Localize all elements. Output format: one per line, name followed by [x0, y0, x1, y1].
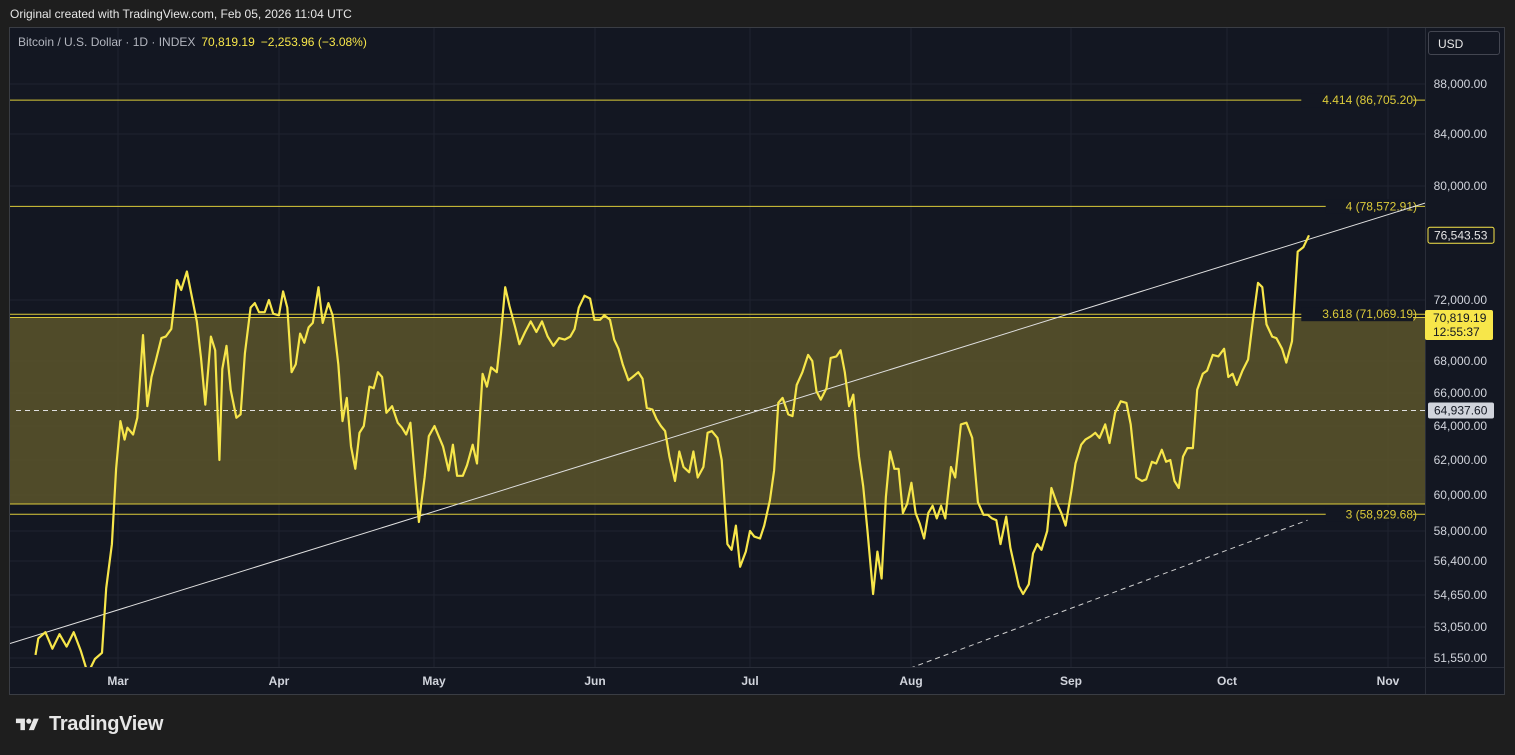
symbol-name: Bitcoin / U.S. Dollar · 1D · INDEX	[18, 35, 196, 49]
price-tag-text: 76,543.53	[1434, 228, 1488, 242]
y-tick-label: 56,400.00	[1434, 554, 1488, 568]
fib-label-bg	[1301, 93, 1413, 108]
x-tick-label: Nov	[1377, 674, 1400, 688]
tradingview-logo-text: TradingView	[49, 713, 164, 735]
tradingview-logo[interactable]: TradingView	[12, 713, 163, 736]
fib-zone-fill	[10, 317, 1425, 504]
x-tick-label: Jun	[584, 674, 605, 688]
y-tick-label: 62,000.00	[1434, 453, 1488, 467]
y-tick-label: 51,550.00	[1434, 651, 1488, 665]
fib-level-label: 3.618 (71,069.19)	[1322, 307, 1417, 321]
fib-label-bg	[1325, 199, 1413, 214]
price-tag-bg	[1425, 310, 1493, 341]
y-tick-label: 64,000.00	[1434, 419, 1488, 433]
x-tick-label: Jul	[741, 674, 758, 688]
y-tick-label: 68,000.00	[1434, 354, 1488, 368]
y-tick-label: 72,000.00	[1434, 293, 1488, 307]
y-tick-label: 58,000.00	[1434, 524, 1488, 538]
tradingview-logo-icon	[15, 718, 39, 730]
price-line-series	[34, 234, 1310, 667]
x-tick-label: Mar	[107, 674, 129, 688]
y-tick-label: 54,650.00	[1434, 588, 1488, 602]
x-tick-label: Oct	[1217, 674, 1237, 688]
y-tick-label: 66,000.00	[1434, 386, 1488, 400]
symbol-price: 70,819.19	[201, 35, 255, 49]
currency-button[interactable]: USD	[1428, 31, 1500, 55]
y-tick-label: 84,000.00	[1434, 127, 1488, 141]
dashed-trendline	[911, 519, 1308, 667]
y-tick-label: 88,000.00	[1434, 77, 1488, 91]
fib-level-label: 4.414 (86,705.20)	[1322, 93, 1417, 107]
price-tag-bg	[1428, 402, 1494, 419]
x-tick-label: May	[422, 674, 446, 688]
price-tag-text: 64,937.60	[1434, 404, 1488, 418]
trendline	[10, 202, 1425, 645]
y-tick-label: 53,050.00	[1434, 620, 1488, 634]
fib-label-bg	[1325, 507, 1413, 522]
fib-level-label: 4 (78,572.91)	[1346, 199, 1417, 213]
symbol-change: −2,253.96 (−3.08%)	[260, 35, 367, 49]
price-tag-bg	[1427, 226, 1495, 244]
fib-level-label: 3 (58,929.68)	[1346, 507, 1417, 521]
chart-caption: Original created with TradingView.com, F…	[10, 7, 352, 21]
y-tick-label: 60,000.00	[1434, 488, 1488, 502]
symbol-legend: Bitcoin / U.S. Dollar · 1D · INDEX 70,819…	[18, 35, 367, 49]
price-tag-text: 70,819.19	[1433, 311, 1487, 325]
fib-label-bg	[1301, 307, 1413, 322]
price-tag-countdown: 12:55:37	[1433, 325, 1480, 339]
x-tick-label: Sep	[1060, 674, 1082, 688]
x-tick-label: Aug	[899, 674, 922, 688]
x-tick-label: Apr	[269, 674, 290, 688]
y-tick-label: 80,000.00	[1434, 179, 1488, 193]
